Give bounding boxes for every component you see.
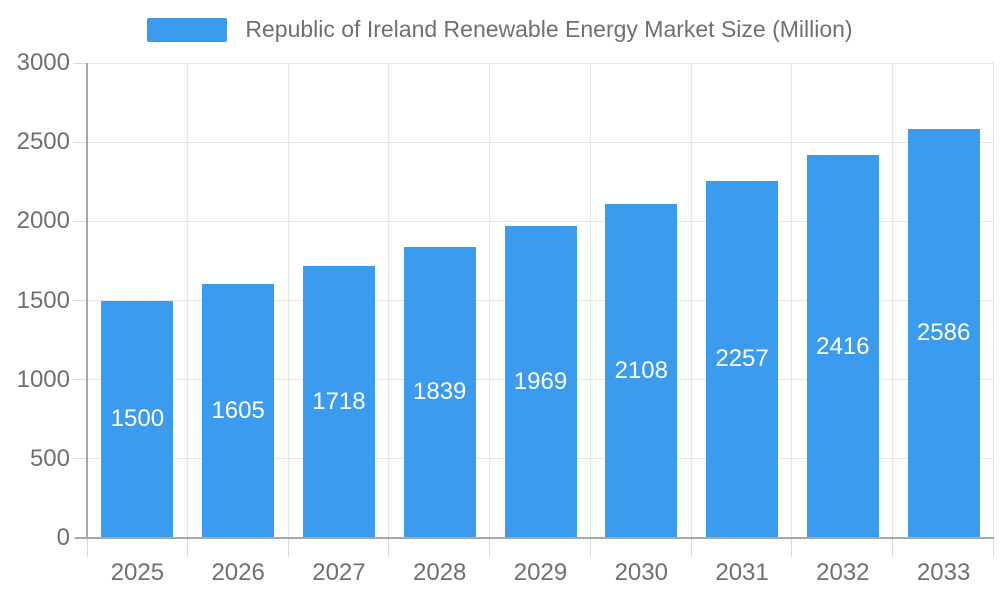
y-axis-label: 1000 [16, 365, 70, 393]
x-axis-label: 2026 [211, 559, 265, 586]
x-axis-label: 2033 [916, 559, 971, 586]
bar[interactable]: 1500 [101, 300, 174, 538]
bar[interactable]: 2416 [806, 155, 879, 538]
legend-item[interactable]: Republic of Ireland Renewable Energy Mar… [0, 16, 1000, 43]
bar[interactable]: 1969 [504, 226, 577, 538]
bar[interactable]: 1605 [202, 283, 275, 538]
bar-value-label: 1500 [110, 405, 165, 433]
bar-value-label: 1839 [413, 378, 467, 406]
y-axis-tick [73, 379, 86, 381]
y-axis-label: 500 [29, 444, 70, 472]
x-axis-label: 2031 [715, 559, 769, 586]
bar-value-label: 2108 [614, 357, 668, 385]
x-gridline [791, 63, 793, 538]
y-axis-line [86, 63, 88, 538]
plot-area: 0 500 1000 1500 2000 2500 3000 1500 1605 1718 1839… [17, 51, 994, 585]
x-axis-tick [489, 539, 491, 557]
bar[interactable]: 2108 [605, 204, 678, 538]
y-axis-label: 0 [56, 524, 70, 551]
x-axis-label: 2032 [816, 559, 870, 586]
y-axis-label: 1500 [16, 286, 70, 314]
bar-value-label: 2416 [816, 332, 870, 360]
x-axis-tick [892, 539, 894, 557]
x-gridline [186, 63, 188, 538]
x-gridline [690, 63, 692, 538]
y-axis-tick [73, 220, 86, 222]
bar-value-label: 1718 [312, 387, 366, 415]
legend-label: Republic of Ireland Renewable Energy Mar… [245, 16, 853, 42]
y-axis-tick [73, 458, 86, 460]
x-axis-label: 2025 [110, 559, 165, 586]
y-axis-label: 2000 [16, 207, 70, 235]
bar[interactable]: 2257 [706, 180, 779, 538]
y-gridline [87, 141, 994, 143]
legend-swatch [147, 17, 228, 42]
x-axis-tick [186, 539, 188, 557]
x-axis-tick [388, 539, 390, 557]
x-gridline [489, 63, 491, 538]
x-axis-tick [87, 539, 88, 557]
bar-value-label: 2586 [916, 319, 971, 347]
x-axis-tick [287, 539, 289, 557]
y-axis-tick [73, 300, 86, 301]
x-axis-label: 2029 [513, 559, 568, 586]
y-axis-label: 2500 [16, 128, 70, 156]
x-axis-label: 2028 [413, 559, 467, 586]
x-axis-tick [791, 539, 793, 557]
x-gridline [892, 63, 894, 538]
y-axis-tick [73, 62, 86, 64]
bar-value-label: 2257 [715, 345, 769, 373]
y-axis-label: 3000 [16, 49, 70, 76]
y-gridline [87, 62, 994, 64]
x-axis-tick [589, 539, 591, 557]
x-axis-tick [690, 539, 692, 557]
x-gridline [287, 63, 289, 538]
bar-value-label: 1969 [513, 368, 568, 396]
bar[interactable]: 1839 [403, 246, 476, 538]
x-axis-tick [993, 539, 994, 557]
y-gridline [87, 220, 994, 222]
x-axis-line [75, 537, 994, 539]
bar-value-label: 1605 [211, 396, 265, 424]
x-axis-label: 2030 [614, 559, 668, 586]
bar[interactable]: 2586 [907, 128, 980, 538]
x-gridline [993, 63, 994, 538]
y-axis-tick [73, 141, 86, 143]
bar[interactable]: 1718 [302, 265, 375, 538]
x-gridline [589, 63, 591, 538]
x-gridline [388, 63, 390, 538]
x-axis-label: 2027 [312, 559, 366, 586]
